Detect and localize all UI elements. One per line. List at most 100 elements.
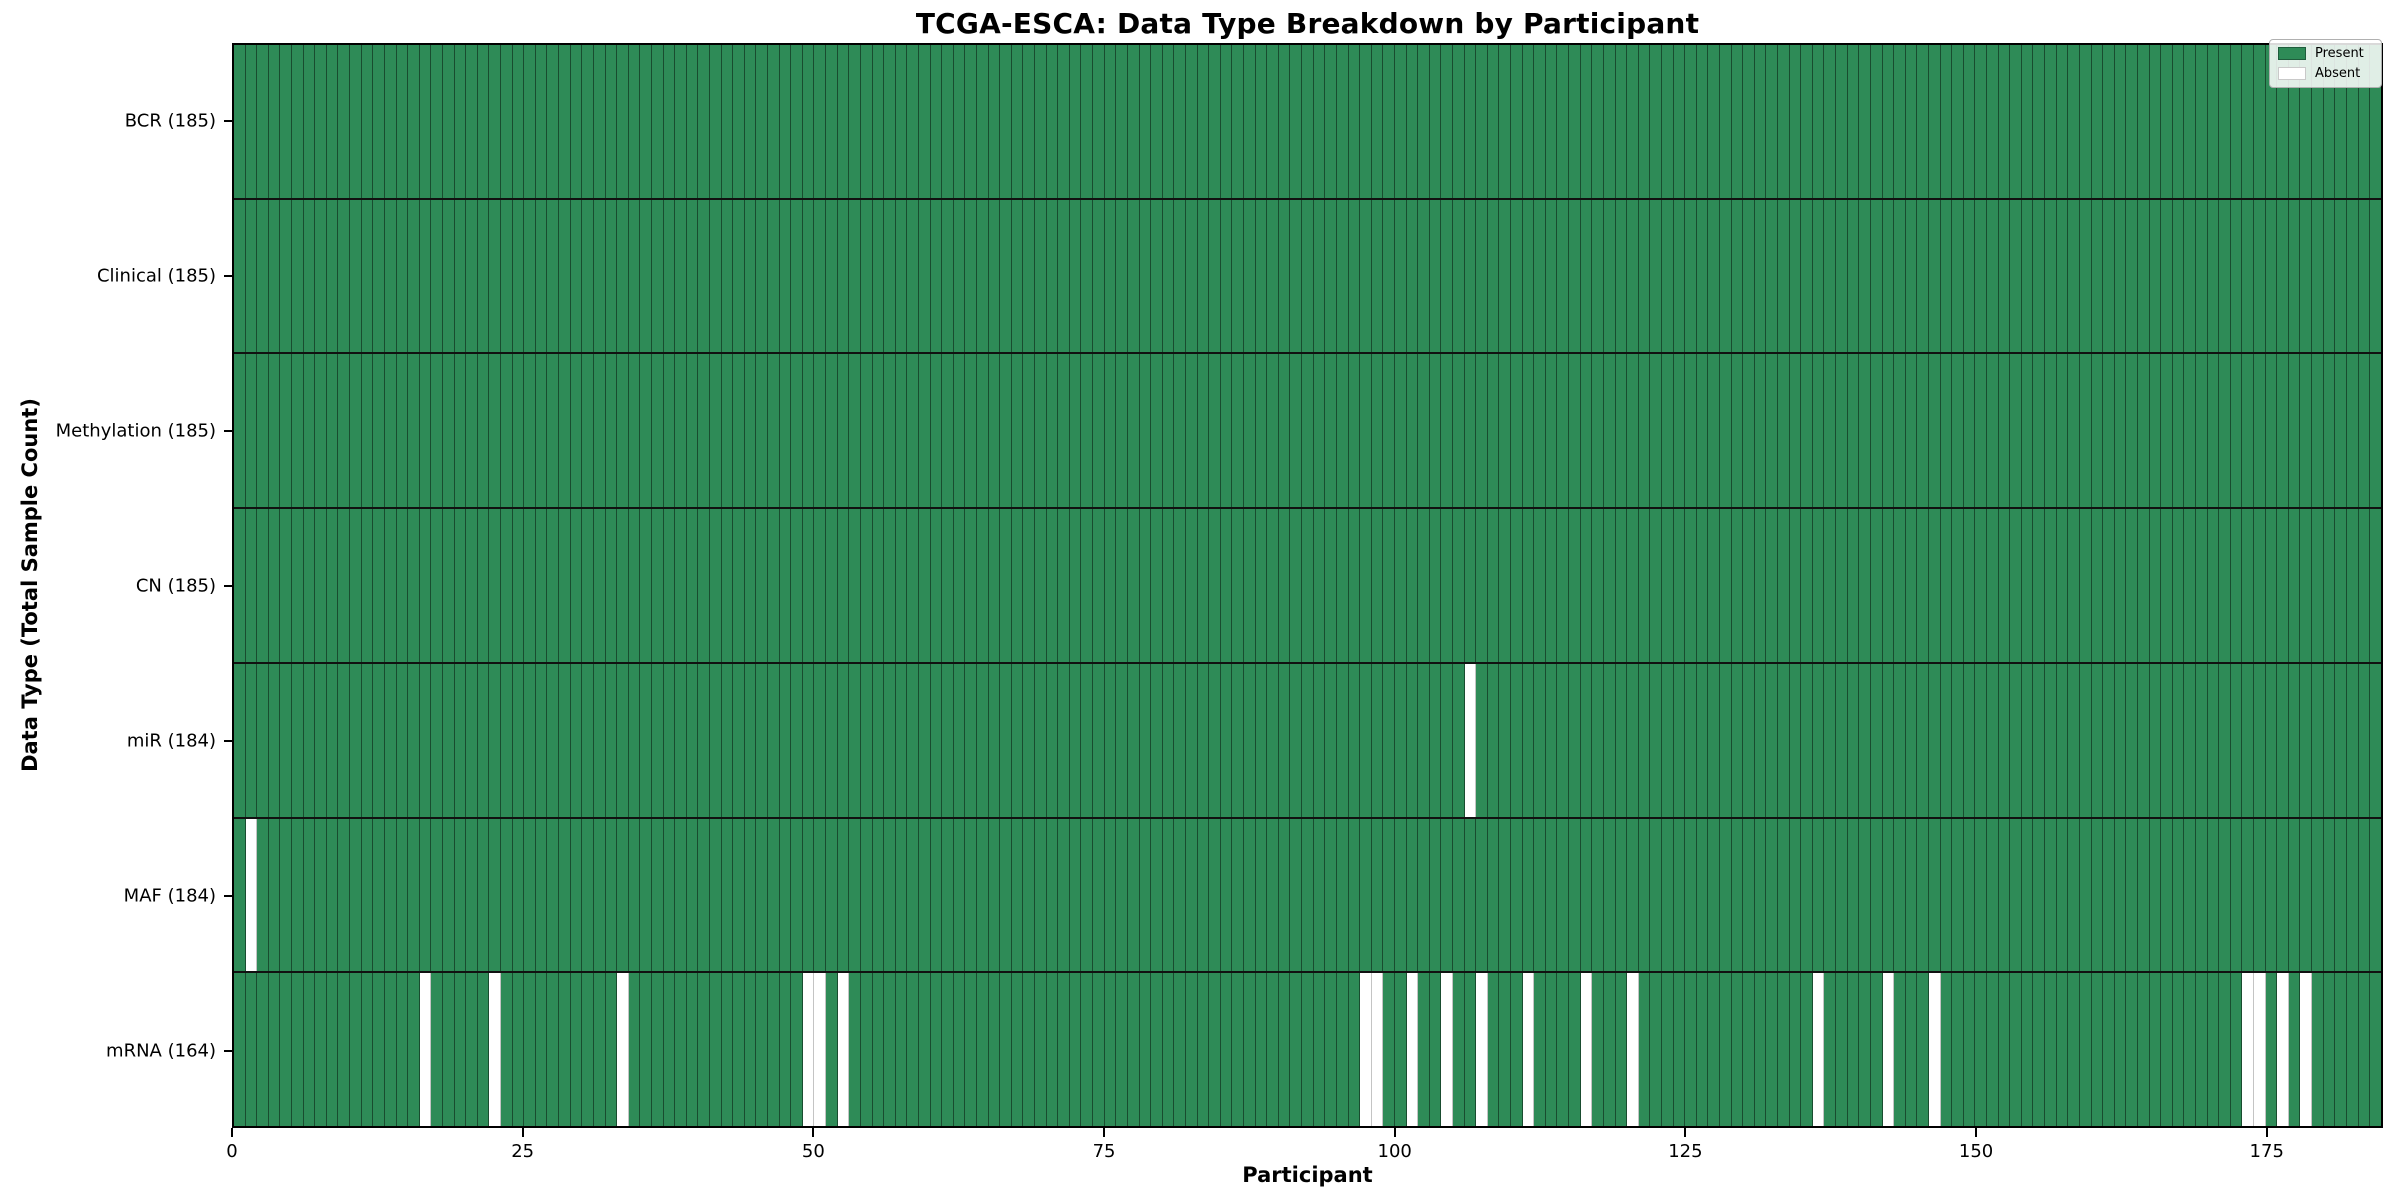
heatmap-cell: [884, 663, 896, 817]
heatmap-cell: [373, 45, 385, 198]
heatmap-cell: [1197, 818, 1210, 972]
heatmap-cell: [1870, 973, 1883, 1127]
heatmap-cell: [512, 973, 525, 1127]
heatmap-cell: [1418, 818, 1430, 972]
heatmap-cell: [895, 509, 908, 662]
heatmap-cell: [1383, 354, 1395, 508]
heatmap-cell: [1093, 973, 1105, 1127]
heatmap-cell: [1464, 199, 1477, 353]
heatmap-cell: [1940, 199, 1953, 353]
heatmap-cell: [1859, 199, 1871, 353]
heatmap-cell: [338, 973, 351, 1127]
heatmap-cell: [1197, 509, 1210, 662]
heatmap-cell: [1928, 818, 1941, 972]
heatmap-cell: [953, 663, 966, 817]
heatmap-cell: [2346, 818, 2359, 972]
heatmap-cell: [1244, 199, 1256, 353]
heatmap-cell: [1696, 973, 1709, 1127]
heatmap-cell: [2335, 818, 2347, 972]
heatmap-cell: [1302, 354, 1314, 508]
heatmap-cell: [1452, 199, 1465, 353]
heatmap-cell: [280, 818, 293, 972]
heatmap-cell: [280, 973, 293, 1127]
heatmap-cell: [1928, 509, 1941, 662]
heatmap-cell: [1940, 663, 1953, 817]
heatmap-cell: [2091, 199, 2104, 353]
heatmap-cell: [2358, 45, 2371, 198]
heatmap-cell: [1348, 663, 1361, 817]
heatmap-cell: [1000, 509, 1012, 662]
heatmap-cell: [1905, 509, 1918, 662]
heatmap-cell: [617, 354, 629, 508]
heatmap-cell: [1371, 45, 1384, 198]
heatmap-cell: [1162, 973, 1175, 1127]
heatmap-cell: [1882, 199, 1895, 353]
heatmap-cell: [849, 663, 861, 817]
heatmap-cell: [1673, 199, 1686, 353]
heatmap-cell: [1487, 973, 1500, 1127]
heatmap-cell: [2323, 199, 2336, 353]
heatmap-cell: [605, 818, 618, 972]
heatmap-cell: [1232, 973, 1245, 1127]
heatmap-cell: [1476, 199, 1488, 353]
heatmap-cell: [942, 818, 954, 972]
heatmap-cell: [2103, 354, 2115, 508]
heatmap-cell: [1290, 354, 1303, 508]
heatmap-cell: [1580, 45, 1593, 198]
heatmap-cell: [1174, 973, 1186, 1127]
heatmap-cell: [1905, 199, 1918, 353]
heatmap-cell: [1220, 45, 1233, 198]
heatmap-cell: [709, 663, 722, 817]
heatmap-cell: [431, 663, 443, 817]
heatmap-cell: [2195, 45, 2208, 198]
heatmap-cell: [1859, 973, 1871, 1127]
heatmap-cell: [744, 45, 757, 198]
heatmap-cell: [802, 354, 815, 508]
heatmap-cell: [535, 973, 548, 1127]
heatmap-cell: [756, 818, 769, 972]
heatmap-cell: [907, 973, 919, 1127]
heatmap-cell: [1267, 663, 1279, 817]
heatmap-cell: [1569, 509, 1581, 662]
heatmap-cell: [2242, 973, 2255, 1127]
heatmap-cell: [977, 45, 989, 198]
heatmap-cell: [1244, 663, 1256, 817]
heatmap-cell: [454, 45, 467, 198]
heatmap-cell: [1209, 663, 1221, 817]
heatmap-cell: [756, 45, 769, 198]
heatmap-cell: [895, 45, 908, 198]
heatmap-cell: [837, 663, 850, 817]
heatmap-cell: [1569, 45, 1581, 198]
heatmap-cell: [1394, 354, 1407, 508]
heatmap-cell: [1209, 354, 1221, 508]
heatmap-cell: [245, 354, 258, 508]
heatmap-cell: [791, 973, 803, 1127]
heatmap-cell: [1511, 509, 1523, 662]
heatmap-cell: [535, 509, 548, 662]
heatmap-cell: [501, 199, 513, 353]
heatmap-cell: [1870, 45, 1883, 198]
heatmap-cell: [791, 354, 803, 508]
heatmap-cell: [1348, 818, 1361, 972]
y-tick-label: miR (184): [126, 730, 216, 751]
heatmap-cell: [2288, 663, 2301, 817]
heatmap-cell: [2137, 509, 2150, 662]
heatmap-cell: [1870, 663, 1883, 817]
heatmap-cell: [1673, 973, 1686, 1127]
heatmap-cell: [1580, 973, 1593, 1127]
heatmap-cell: [535, 663, 548, 817]
heatmap-cell: [1000, 818, 1012, 972]
heatmap-cell: [280, 199, 293, 353]
heatmap-cell: [1998, 818, 2011, 972]
heatmap-cell: [640, 818, 652, 972]
heatmap-cell: [2045, 45, 2057, 198]
heatmap-cell: [744, 509, 757, 662]
heatmap-cell: [1162, 199, 1175, 353]
heatmap-cell: [884, 509, 896, 662]
heatmap-cell: [245, 45, 258, 198]
heatmap-cell: [2288, 818, 2301, 972]
heatmap-cell: [408, 663, 420, 817]
heatmap-cell: [2091, 818, 2104, 972]
heatmap-cell: [1406, 45, 1419, 198]
heatmap-cell: [442, 973, 455, 1127]
